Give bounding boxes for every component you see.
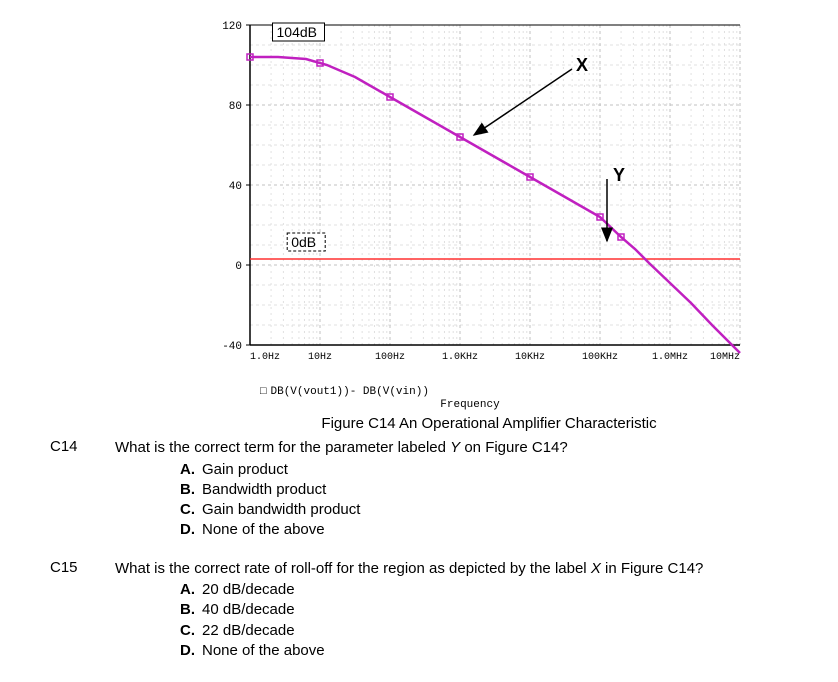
svg-text:10MHz: 10MHz (710, 352, 740, 363)
svg-text:10Hz: 10Hz (308, 352, 332, 363)
svg-text:0: 0 (235, 261, 242, 273)
question-label: C15 (50, 559, 115, 576)
option-letter: A. (180, 580, 202, 600)
option-letter: D. (180, 641, 202, 661)
svg-text:120: 120 (222, 21, 242, 33)
svg-text:-40: -40 (222, 341, 242, 353)
option: D.None of the above (180, 520, 838, 540)
option-text: 20 dB/decade (202, 581, 295, 598)
bode-chart: -40 0 40 80 120 1.0Hz 10Hz 100Hz 1.0KHz 10KHz 100K… (190, 15, 750, 411)
svg-text:Y: Y (613, 165, 625, 185)
option-text: None of the above (202, 521, 325, 538)
option: D.None of the above (180, 641, 838, 661)
svg-text:10KHz: 10KHz (515, 352, 545, 363)
figure-caption: Figure C14 An Operational Amplifier Char… (130, 415, 838, 432)
option-text: None of the above (202, 642, 325, 659)
svg-text:100KHz: 100KHz (582, 352, 618, 363)
option-text: Gain bandwidth product (202, 501, 360, 518)
question-label: C14 (50, 438, 115, 455)
option-letter: D. (180, 520, 202, 540)
option-text: 22 dB/decade (202, 622, 295, 639)
option: A.20 dB/decade (180, 580, 838, 600)
question-text: What is the correct rate of roll-off for… (115, 559, 838, 579)
svg-text:1.0MHz: 1.0MHz (652, 352, 688, 363)
svg-text:40: 40 (229, 181, 242, 193)
options-list: A.20 dB/decadeB.40 dB/decadeC.22 dB/deca… (180, 580, 838, 661)
option: A.Gain product (180, 460, 838, 480)
svg-text:X: X (576, 55, 588, 75)
option-letter: C. (180, 500, 202, 520)
option-letter: C. (180, 621, 202, 641)
trace-legend-text: DB(V(vout1))- DB(V(vin)) (271, 386, 429, 398)
question-text: What is the correct term for the paramet… (115, 438, 838, 458)
option: C.Gain bandwidth product (180, 500, 838, 520)
svg-text:80: 80 (229, 101, 242, 113)
option: B.40 dB/decade (180, 600, 838, 620)
option-letter: A. (180, 460, 202, 480)
option: C.22 dB/decade (180, 621, 838, 641)
option-letter: B. (180, 600, 202, 620)
question-C15: C15What is the correct rate of roll-off … (10, 559, 838, 662)
svg-text:1.0Hz: 1.0Hz (250, 352, 280, 363)
option: B.Bandwidth product (180, 480, 838, 500)
x-axis-label: Frequency (190, 399, 750, 411)
svg-text:1.0KHz: 1.0KHz (442, 352, 478, 363)
option-letter: B. (180, 480, 202, 500)
option-text: Gain product (202, 461, 288, 478)
option-text: 40 dB/decade (202, 601, 295, 618)
trace-legend-marker: □ (260, 386, 267, 398)
svg-text:100Hz: 100Hz (375, 352, 405, 363)
options-list: A.Gain productB.Bandwidth productC.Gain … (180, 460, 838, 541)
svg-text:104dB: 104dB (277, 24, 317, 40)
svg-text:0dB: 0dB (291, 234, 316, 250)
option-text: Bandwidth product (202, 481, 326, 498)
question-C14: C14What is the correct term for the para… (10, 438, 838, 541)
